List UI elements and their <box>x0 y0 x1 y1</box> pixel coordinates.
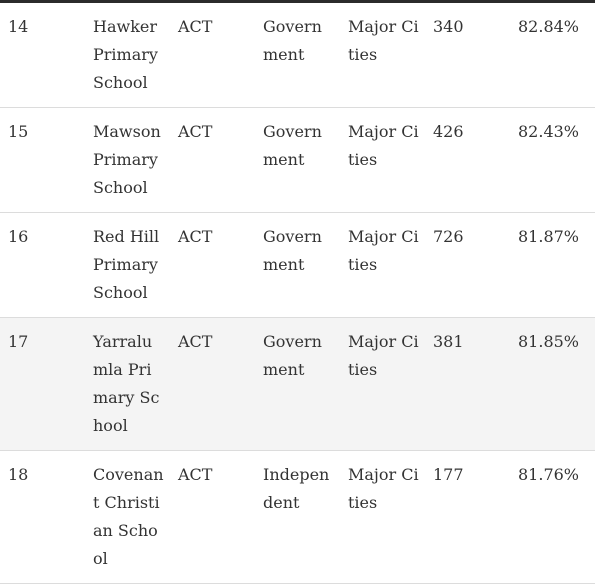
table-row: 16 Red Hill Primary School ACT Governmen… <box>0 212 595 318</box>
school-name-cell: Red Hill Primary School <box>85 212 170 318</box>
enrolments-cell: 726 <box>425 212 510 318</box>
enrolments-cell: 426 <box>425 107 510 213</box>
geolocation-cell: Major Cities <box>340 317 425 451</box>
percent-cell: 82.84% <box>510 3 595 108</box>
rank-cell: 14 <box>0 3 85 108</box>
state-cell: ACT <box>170 317 255 451</box>
rank-cell: 17 <box>0 317 85 451</box>
sector-cell: Government <box>255 3 340 108</box>
table-row: 18 Covenant Christian School ACT Indepen… <box>0 450 595 584</box>
geolocation-cell: Major Cities <box>340 3 425 108</box>
rank-cell: 15 <box>0 107 85 213</box>
state-cell: ACT <box>170 107 255 213</box>
table-row: 14 Hawker Primary School ACT Government … <box>0 3 595 108</box>
school-name-cell: Covenant Christian School <box>85 450 170 584</box>
school-name-cell: Mawson Primary School <box>85 107 170 213</box>
school-name-cell: Hawker Primary School <box>85 3 170 108</box>
geolocation-cell: Major Cities <box>340 450 425 584</box>
state-cell: ACT <box>170 450 255 584</box>
state-cell: ACT <box>170 212 255 318</box>
sector-cell: Independent <box>255 450 340 584</box>
school-name-cell: Yarralumla Primary School <box>85 317 170 451</box>
percent-cell: 81.87% <box>510 212 595 318</box>
table-row: 15 Mawson Primary School ACT Government … <box>0 107 595 213</box>
percent-cell: 81.85% <box>510 317 595 451</box>
enrolments-cell: 177 <box>425 450 510 584</box>
table-top-border <box>0 0 595 3</box>
sector-cell: Government <box>255 107 340 213</box>
enrolments-cell: 340 <box>425 3 510 108</box>
geolocation-cell: Major Cities <box>340 107 425 213</box>
table-body: 14 Hawker Primary School ACT Government … <box>0 3 595 584</box>
table-row: 17 Yarralumla Primary School ACT Governm… <box>0 317 595 451</box>
percent-cell: 82.43% <box>510 107 595 213</box>
percent-cell: 81.76% <box>510 450 595 584</box>
state-cell: ACT <box>170 3 255 108</box>
school-ranking-table: 14 Hawker Primary School ACT Government … <box>0 3 595 584</box>
sector-cell: Government <box>255 317 340 451</box>
geolocation-cell: Major Cities <box>340 212 425 318</box>
rank-cell: 18 <box>0 450 85 584</box>
sector-cell: Government <box>255 212 340 318</box>
enrolments-cell: 381 <box>425 317 510 451</box>
rank-cell: 16 <box>0 212 85 318</box>
